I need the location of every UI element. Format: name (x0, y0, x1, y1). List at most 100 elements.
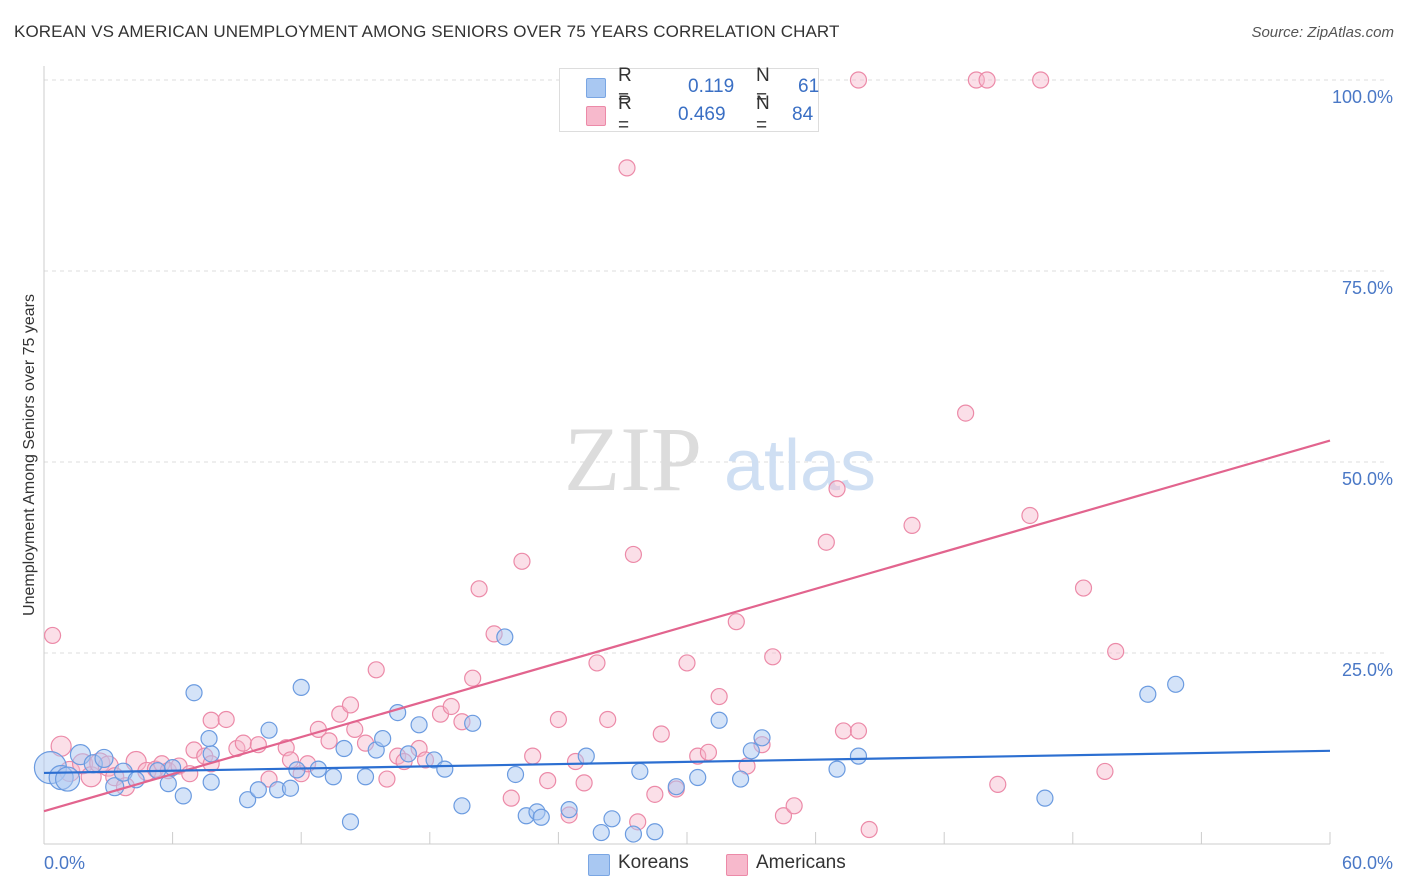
korean-point (506, 765, 525, 784)
american-point (817, 533, 835, 551)
korean-point (1139, 685, 1157, 703)
american-point (774, 807, 793, 825)
y-tick-label: 50.0% (1342, 469, 1393, 489)
american-point (785, 797, 803, 815)
american-point (764, 648, 782, 666)
american-point (43, 626, 62, 645)
american-point (524, 747, 542, 765)
korean-point (710, 711, 728, 729)
american-point (442, 697, 460, 716)
y-axis-label: Unemployment Among Seniors over 75 years (21, 294, 38, 616)
american-point (834, 722, 853, 740)
american-point (470, 580, 488, 598)
american-point (989, 775, 1007, 794)
american-point (710, 687, 728, 706)
korean-point (624, 825, 643, 843)
american-point (689, 747, 707, 765)
american-point (1096, 762, 1114, 781)
american-point (699, 743, 718, 761)
source-label: Source: ZipAtlas.com (1251, 24, 1394, 41)
korean-point (631, 762, 649, 781)
legend-n-value: 84 (792, 104, 814, 125)
american-point (618, 159, 636, 177)
korean-point (646, 823, 664, 841)
x-tick-label: 0.0% (44, 853, 85, 873)
korean-point (292, 678, 310, 696)
legend-r-label: R = (618, 65, 632, 108)
american-point (367, 661, 385, 679)
legend-r-value: 0.119 (688, 76, 735, 97)
korean-point (731, 770, 750, 788)
korean-point (324, 768, 342, 786)
legend-r-label: R = (618, 93, 632, 136)
korean-point (341, 813, 360, 831)
american-point (513, 552, 531, 570)
legend-n-value: 61 (798, 76, 820, 97)
korean-point (335, 739, 353, 758)
american-point (978, 71, 996, 89)
legend-swatch-koreans (586, 78, 606, 98)
legend-swatch-americans (586, 106, 606, 126)
american-point (828, 480, 846, 498)
korean-point (464, 714, 482, 732)
american-point (624, 545, 643, 564)
american-point (903, 516, 921, 535)
koreans-swatch (588, 854, 610, 876)
korean-point (603, 810, 621, 828)
korean-point (453, 797, 471, 815)
american-point (378, 770, 396, 788)
korean-point (496, 628, 514, 646)
korean-point (399, 745, 417, 763)
american-point (575, 774, 593, 792)
chart-title: KOREAN VS AMERICAN UNEMPLOYMENT AMONG SE… (14, 22, 840, 41)
korean-points (33, 628, 1185, 843)
korean-point (281, 779, 300, 797)
korean-point (260, 721, 278, 739)
korean-point (532, 808, 550, 826)
korean-point (54, 766, 81, 792)
korean-point (185, 684, 203, 702)
american-point (502, 789, 520, 807)
legend-r-value: 0.469 (678, 104, 726, 125)
korean-point (828, 760, 846, 778)
american-point (320, 732, 338, 750)
american-point (652, 725, 670, 743)
korean-point (1036, 789, 1054, 807)
legend-n-label: N = (756, 65, 770, 108)
axes (43, 66, 1331, 845)
korean-point (1167, 675, 1185, 693)
american-point (849, 722, 868, 740)
tick-labels: 100.0% 75.0% 50.0% 25.0% 0.0% 60.0% (44, 87, 1393, 873)
korean-point (202, 773, 220, 791)
korean-point (689, 768, 707, 787)
koreans-label: Koreans (618, 852, 689, 873)
korean-point (288, 761, 306, 779)
american-point (1032, 71, 1050, 89)
korean-point (849, 747, 868, 765)
korean-point (667, 778, 685, 796)
korean-point (356, 768, 375, 786)
korean-point (239, 791, 257, 809)
americans-label: Americans (756, 852, 846, 873)
american-point (341, 696, 360, 714)
american-point (217, 710, 235, 729)
korean-point (560, 801, 578, 819)
y-tick-label: 75.0% (1342, 278, 1393, 298)
watermark-zip: ZIP (564, 408, 702, 510)
american-point (1021, 506, 1039, 525)
american-point (539, 771, 557, 790)
y-tick-label: 25.0% (1342, 660, 1393, 680)
americans-swatch (726, 854, 748, 876)
american-point (646, 785, 664, 803)
korean-point (249, 781, 267, 799)
korean-point (202, 745, 220, 763)
trend-lines (43, 439, 1331, 813)
y-tick-label: 100.0% (1332, 87, 1393, 107)
american-point (464, 669, 482, 687)
americans-trend-line (43, 439, 1331, 813)
korean-point (436, 760, 454, 778)
american-point (234, 734, 252, 752)
koreans-trend-line (43, 749, 1331, 775)
x-tick-label: 60.0% (1342, 853, 1393, 873)
